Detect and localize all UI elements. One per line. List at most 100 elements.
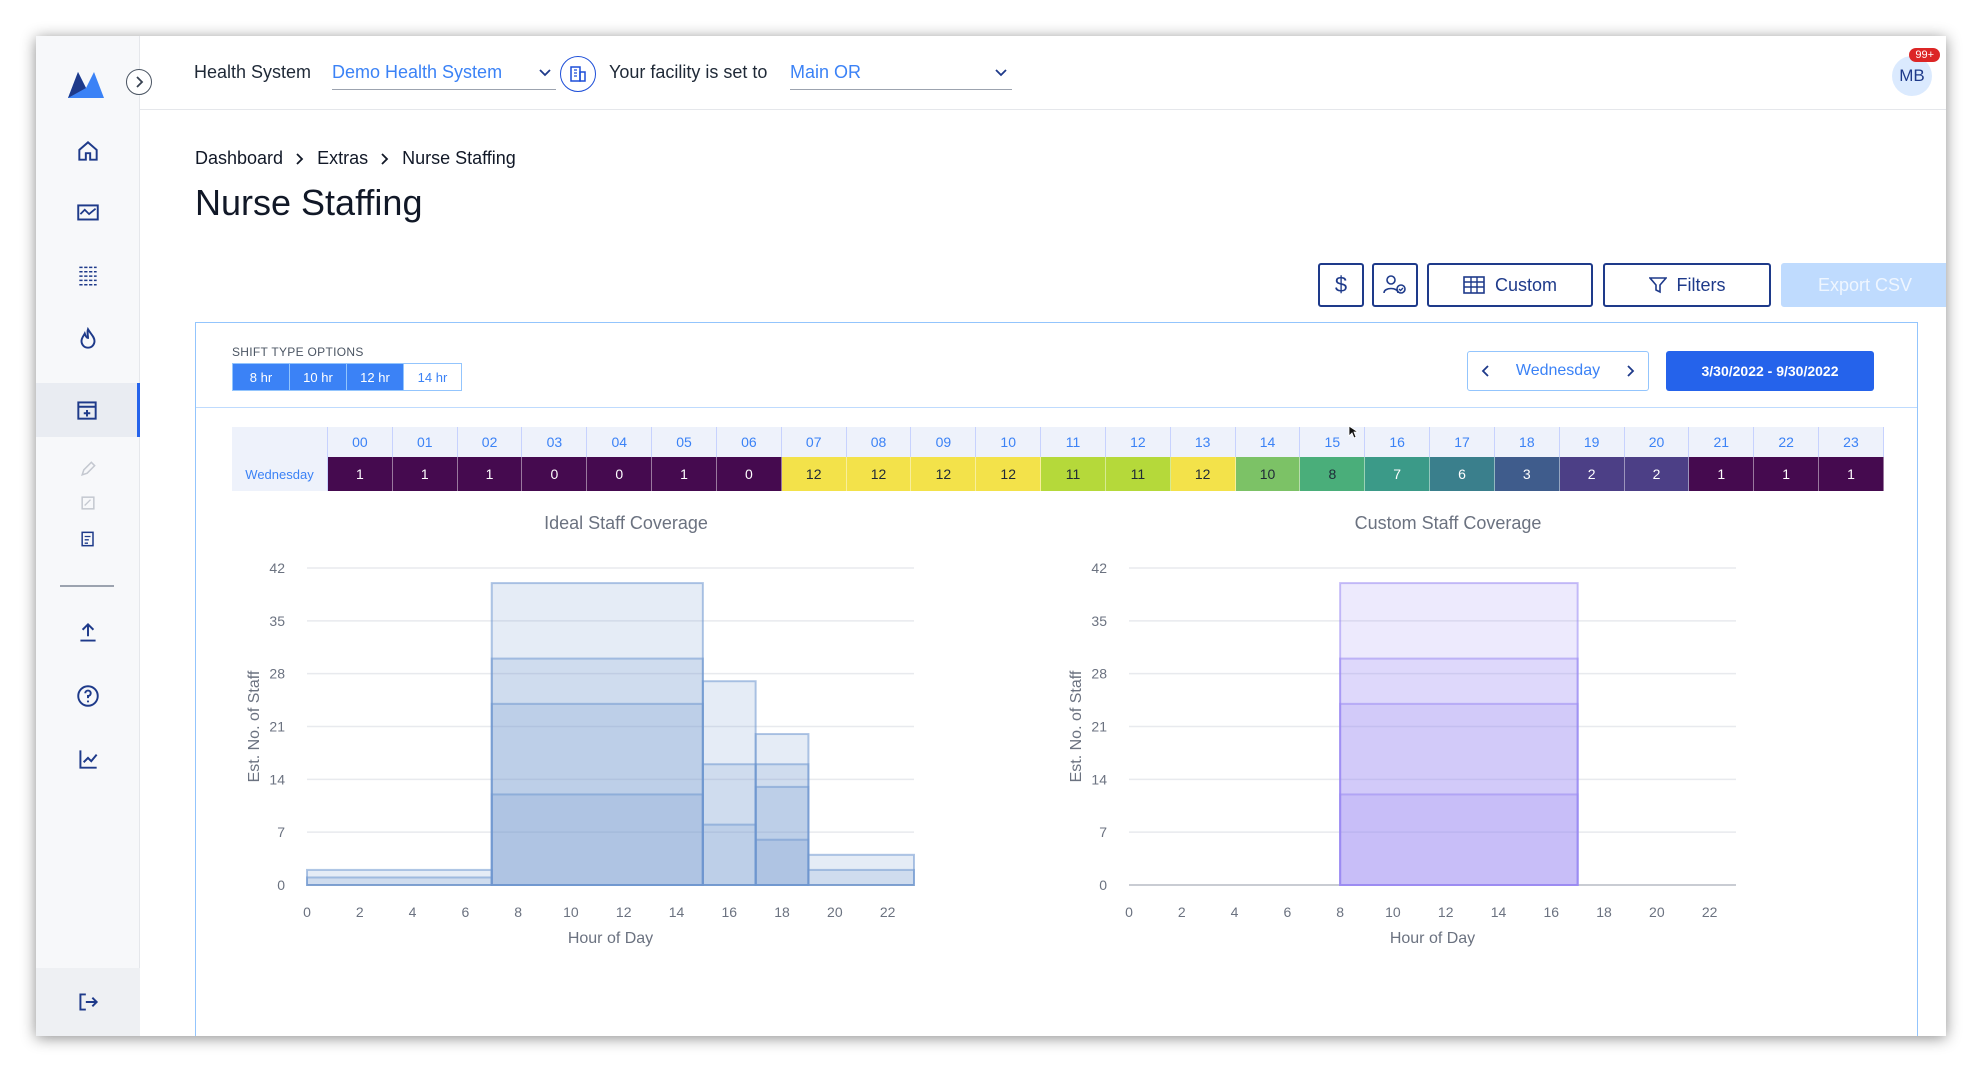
cost-button[interactable]: $ [1318, 263, 1364, 307]
filters-button[interactable]: Filters [1603, 263, 1771, 307]
heatmap-cell-18[interactable]: 3 [1494, 457, 1560, 491]
sidebar-expand-button[interactable] [126, 69, 152, 95]
heatmap-cell-10[interactable]: 12 [976, 457, 1042, 491]
heatmap-hour-17: 17 [1430, 427, 1495, 457]
table-grid-icon [1463, 276, 1485, 294]
facility-select[interactable]: Main OR [790, 60, 1012, 90]
x-tick-label: 0 [303, 904, 311, 920]
health-system-select[interactable]: Demo Health System [332, 60, 556, 90]
y-tick-label: 14 [1091, 771, 1107, 787]
sidebar-item-hotspots[interactable] [36, 312, 140, 366]
heatmap-cell-13[interactable]: 12 [1170, 457, 1236, 491]
heatmap-corner [232, 427, 328, 457]
heatmap-hour-14: 14 [1236, 427, 1301, 457]
top-bar: Health System Demo Health System Your fa… [140, 36, 1946, 110]
heatmap-cell-07[interactable]: 12 [781, 457, 847, 491]
x-tick-label: 18 [774, 904, 790, 920]
ideal-coverage-chart: Ideal Staff Coverage 0 7 14 21 28 35 42 0 2 4 6 8 10… [206, 513, 1006, 1036]
heatmap-cell-01[interactable]: 1 [392, 457, 458, 491]
heatmap-cell-17[interactable]: 6 [1430, 457, 1495, 491]
coverage-bar [1339, 582, 1579, 886]
heatmap-cell-23[interactable]: 1 [1819, 457, 1884, 491]
trend-chart-icon [79, 750, 98, 769]
heatmap-cell-09[interactable]: 12 [911, 457, 977, 491]
heatmap-cell-16[interactable]: 7 [1365, 457, 1431, 491]
coverage-bar [807, 868, 915, 886]
shift-option-12hr[interactable]: 12 hr [347, 364, 404, 390]
heatmap-cell-19[interactable]: 2 [1559, 457, 1625, 491]
user-avatar[interactable]: MB [1892, 56, 1932, 96]
breadcrumb-extras[interactable]: Extras [317, 148, 369, 168]
heatmap-cell-06[interactable]: 0 [716, 457, 782, 491]
sidebar-item-schedule[interactable] [36, 248, 140, 302]
shift-option-8hr[interactable]: 8 hr [233, 364, 290, 390]
custom-button[interactable]: Custom [1427, 263, 1593, 307]
chevron-left-icon[interactable] [1480, 364, 1492, 378]
filters-label: Filters [1676, 274, 1726, 295]
x-tick-label: 16 [721, 904, 737, 920]
x-tick-label: 4 [1231, 904, 1239, 920]
heatmap-hour-10: 10 [976, 427, 1042, 457]
coverage-bar [490, 793, 704, 886]
coverage-bar [490, 657, 704, 886]
date-range-button[interactable]: 3/30/2022 - 9/30/2022 [1666, 351, 1874, 391]
heatmap-cell-00[interactable]: 1 [328, 457, 393, 491]
x-tick-label: 14 [669, 904, 685, 920]
heatmap-cell-22[interactable]: 1 [1754, 457, 1820, 491]
heatmap-cell-11[interactable]: 11 [1041, 457, 1106, 491]
grid-calendar-icon [79, 266, 97, 286]
heatmap-header-row: 00 01 02 03 04 05 06 07 08 09 10 11 12 13 14 15 16 17 18 19… [232, 427, 1884, 457]
logout-icon [79, 993, 99, 1011]
heatmap-cell-12[interactable]: 11 [1105, 457, 1171, 491]
heatmap-cell-21[interactable]: 1 [1689, 457, 1755, 491]
sidebar-item-home[interactable] [36, 124, 140, 178]
sidebar-item-analytics[interactable] [36, 186, 140, 240]
x-axis-label: Hour of Day [1390, 930, 1475, 947]
heatmap-cell-08[interactable]: 12 [846, 457, 912, 491]
heatmap-hour-12: 12 [1106, 427, 1171, 457]
x-tick-label: 12 [1438, 904, 1454, 920]
logout-button[interactable] [36, 968, 140, 1036]
shift-type-options: 8 hr 10 hr 12 hr 14 hr [232, 363, 462, 391]
breadcrumb-dashboard[interactable]: Dashboard [195, 148, 284, 168]
shift-option-14hr[interactable]: 14 hr [404, 364, 461, 390]
sidebar-item-help[interactable] [36, 669, 140, 723]
y-tick-label: 0 [277, 877, 285, 893]
user-settings-icon [1383, 275, 1406, 294]
sidebar-subitem-edit[interactable] [36, 454, 140, 484]
heatmap-hour-03: 03 [522, 427, 588, 457]
shift-option-10hr[interactable]: 10 hr [290, 364, 347, 390]
heatmap-cell-20[interactable]: 2 [1624, 457, 1690, 491]
panel-divider [196, 407, 1917, 408]
notification-badge: 99+ [1909, 48, 1940, 62]
heatmap-hour-08: 08 [847, 427, 912, 457]
staff-settings-button[interactable] [1372, 263, 1418, 307]
heatmap-data-row: Wednesday 1 1 1 0 0 1 0 12 12 12 12 11 11 12 10 8 7 6 3 2 2 1… [232, 457, 1884, 491]
heatmap-cell-04[interactable]: 0 [587, 457, 653, 491]
filter-icon [1648, 277, 1667, 294]
x-tick-label: 10 [1385, 904, 1401, 920]
heatmap-cell-14[interactable]: 10 [1235, 457, 1301, 491]
app-logo[interactable] [66, 62, 106, 102]
hourly-heatmap: 00 01 02 03 04 05 06 07 08 09 10 11 12 13 14 15 16 17 18 19… [232, 427, 1884, 491]
coverage-bar [754, 733, 810, 886]
sidebar-item-staffing[interactable] [36, 383, 140, 437]
breadcrumb: Dashboard Extras Nurse Staffing [195, 148, 516, 169]
heatmap-cell-02[interactable]: 1 [457, 457, 523, 491]
sidebar-subitem-notes[interactable] [36, 488, 140, 518]
heatmap-cell-03[interactable]: 0 [522, 457, 588, 491]
chevron-right-icon[interactable] [1624, 364, 1636, 378]
sidebar-item-reports[interactable] [36, 732, 140, 786]
custom-coverage-chart: Custom Staff Coverage 0 7 14 21 28 35 42 0 2 4 6 8 1… [1028, 513, 1828, 1036]
heatmap-hour-02: 02 [458, 427, 523, 457]
heatmap-cell-05[interactable]: 1 [652, 457, 717, 491]
heatmap-hour-22: 22 [1754, 427, 1820, 457]
sidebar-item-upload[interactable] [36, 606, 140, 660]
y-tick-label: 0 [1099, 877, 1107, 893]
heatmap-cell-15[interactable]: 8 [1300, 457, 1366, 491]
sidebar-subitem-report[interactable] [36, 524, 140, 554]
export-csv-button[interactable]: Export CSV [1781, 263, 1946, 307]
y-tick-label: 42 [269, 560, 285, 576]
chevron-right-icon [381, 152, 389, 165]
coverage-bar [306, 876, 493, 887]
